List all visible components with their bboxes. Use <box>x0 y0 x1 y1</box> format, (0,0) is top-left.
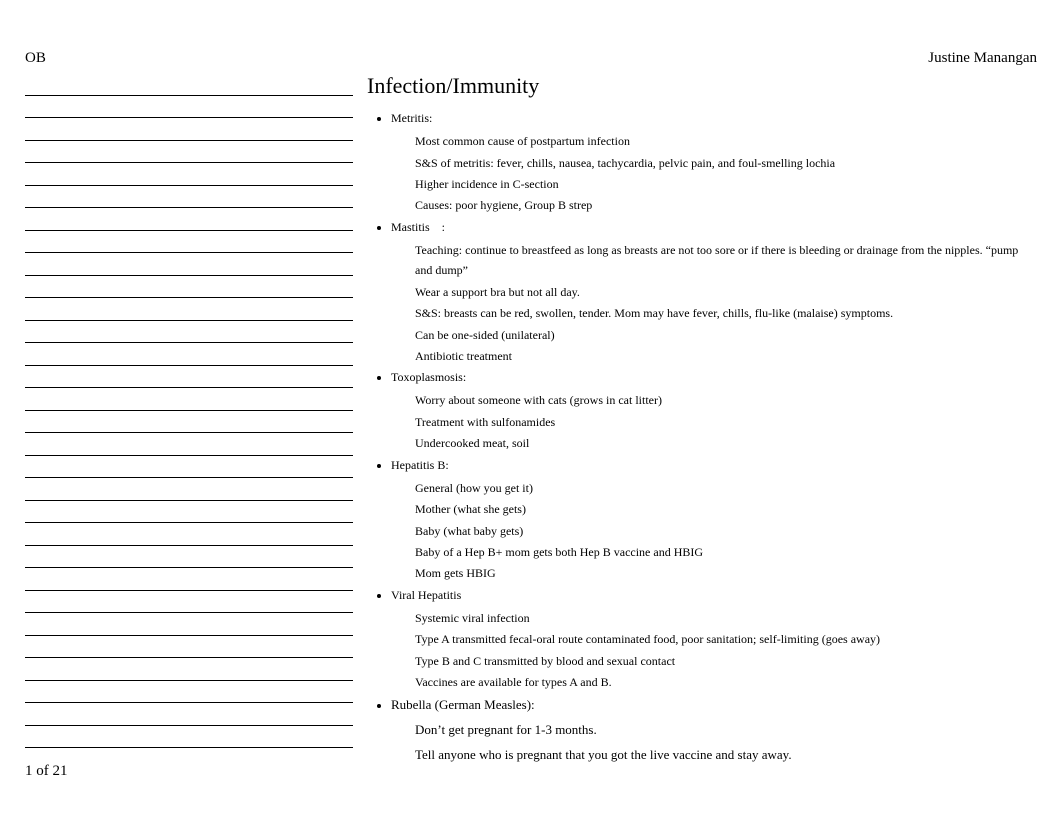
rule-line <box>25 433 353 456</box>
sub-item: Higher incidence in C-section <box>415 174 1037 194</box>
rule-line <box>25 253 353 276</box>
sub-item: Type A transmitted fecal-oral route cont… <box>415 629 1037 649</box>
rule-line <box>25 298 353 321</box>
sub-item: Undercooked meat, soil <box>415 433 1037 453</box>
sub-item: Can be one-sided (unilateral) <box>415 325 1037 345</box>
sub-item: Antibiotic treatment <box>415 346 1037 366</box>
notes-content: Infection/Immunity Metritis: Most common … <box>367 73 1037 769</box>
sub-item: Mom gets HBIG <box>415 563 1037 583</box>
page-footer: 1 of 21 <box>25 763 68 780</box>
topic-subitems: Teaching: continue to breastfeed as long… <box>415 240 1037 366</box>
rule-line <box>25 343 353 366</box>
sub-item: Tell anyone who is pregnant that you got… <box>415 743 1037 767</box>
rule-line <box>25 118 353 141</box>
sub-item: Teaching: continue to breastfeed as long… <box>415 240 1037 281</box>
sub-item: Mother (what she gets) <box>415 499 1037 519</box>
sub-item: Worry about someone with cats (grows in … <box>415 390 1037 410</box>
rule-line <box>25 96 353 119</box>
section-title: Infection/Immunity <box>367 73 1037 99</box>
topic-label: Toxoplasmosis: <box>391 370 466 384</box>
sub-item: S&S: breasts can be red, swollen, tender… <box>415 303 1037 323</box>
sub-item: Treatment with sulfonamides <box>415 412 1037 432</box>
rule-line <box>25 73 353 96</box>
rule-line <box>25 681 353 704</box>
header-left: OB <box>25 50 46 67</box>
topic-label: Rubella (German Measles): <box>391 697 535 712</box>
rule-line <box>25 501 353 524</box>
topic-subitems: Systemic viral infectionType A transmitt… <box>415 608 1037 693</box>
topics-list: Metritis: Most common cause of postpartum… <box>367 109 1037 767</box>
sub-item: General (how you get it) <box>415 478 1037 498</box>
topic-label: Viral Hepatitis <box>391 588 461 602</box>
rule-line <box>25 523 353 546</box>
topic-subitems: Most common cause of postpartum infectio… <box>415 131 1037 216</box>
topic-subitems: Worry about someone with cats (grows in … <box>415 390 1037 453</box>
topic-item: Mastitis : Teaching: continue to breastfe… <box>391 218 1037 367</box>
rule-line <box>25 276 353 299</box>
ruled-lines-column <box>25 73 353 769</box>
rule-line <box>25 568 353 591</box>
page-sep: of <box>36 763 49 779</box>
sub-item: Wear a support bra but not all day. <box>415 282 1037 302</box>
rule-line <box>25 411 353 434</box>
rule-line <box>25 591 353 614</box>
topic-label: Hepatitis B: <box>391 458 449 472</box>
header-right: Justine Manangan <box>928 50 1037 67</box>
sub-item: Vaccines are available for types A and B… <box>415 672 1037 692</box>
rule-line <box>25 388 353 411</box>
topic-label: Metritis: <box>391 111 432 125</box>
rule-line <box>25 231 353 254</box>
rule-line <box>25 478 353 501</box>
rule-line <box>25 186 353 209</box>
topic-subitems: General (how you get it)Mother (what she… <box>415 478 1037 584</box>
rule-line <box>25 366 353 389</box>
topic-item: Metritis: Most common cause of postpartum… <box>391 109 1037 216</box>
rule-line <box>25 636 353 659</box>
sub-item: Most common cause of postpartum infectio… <box>415 131 1037 151</box>
rule-line <box>25 141 353 164</box>
rule-line <box>25 613 353 636</box>
rule-line <box>25 703 353 726</box>
topic-item: Rubella (German Measles): Don’t get pregn… <box>391 695 1037 768</box>
sub-item: Baby (what baby gets) <box>415 521 1037 541</box>
page-current: 1 <box>25 763 33 779</box>
sub-item: S&S of metritis: fever, chills, nausea, … <box>415 153 1037 173</box>
rule-line <box>25 546 353 569</box>
rule-line <box>25 163 353 186</box>
rule-line <box>25 208 353 231</box>
topic-label: Mastitis : <box>391 220 445 234</box>
rule-line <box>25 658 353 681</box>
sub-item: Don’t get pregnant for 1-3 months. <box>415 718 1037 742</box>
sub-item: Baby of a Hep B+ mom gets both Hep B vac… <box>415 542 1037 562</box>
sub-item: Systemic viral infection <box>415 608 1037 628</box>
topic-item: Viral HepatitisSystemic viral infectionT… <box>391 586 1037 693</box>
rule-line <box>25 456 353 479</box>
rule-line <box>25 726 353 749</box>
sub-item: Type B and C transmitted by blood and se… <box>415 651 1037 671</box>
sub-item: Causes: poor hygiene, Group B strep <box>415 195 1037 215</box>
topic-item: Toxoplasmosis: Worry about someone with c… <box>391 368 1037 453</box>
topic-subitems: Don’t get pregnant for 1-3 months.Tell a… <box>415 718 1037 767</box>
rule-line <box>25 321 353 344</box>
page-total: 21 <box>53 763 68 779</box>
topic-item: Hepatitis B: General (how you get it)Moth… <box>391 456 1037 584</box>
